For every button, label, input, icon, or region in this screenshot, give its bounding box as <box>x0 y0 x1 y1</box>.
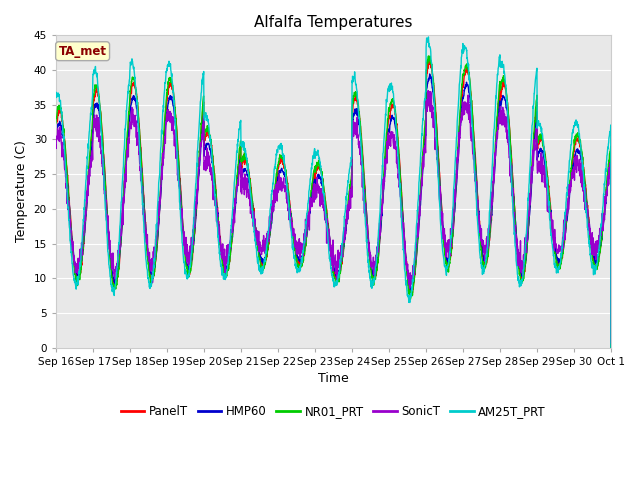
SonicT <box>607 340 615 346</box>
NR01_PRT <box>52 120 60 126</box>
SonicT <box>573 160 581 166</box>
Title: Alfalfa Temperatures: Alfalfa Temperatures <box>254 15 413 30</box>
HMP60 <box>607 345 615 351</box>
SonicT <box>362 203 369 209</box>
Text: TA_met: TA_met <box>59 45 107 58</box>
NR01_PRT <box>207 139 214 145</box>
HMP60 <box>426 71 433 77</box>
SonicT <box>207 172 214 178</box>
NR01_PRT <box>607 348 615 354</box>
HMP60 <box>573 146 581 152</box>
PanelT <box>573 135 581 141</box>
AM25T_PRT <box>424 34 432 40</box>
HMP60 <box>558 252 566 258</box>
Line: NR01_PRT: NR01_PRT <box>56 56 611 351</box>
SonicT <box>558 244 566 250</box>
Y-axis label: Temperature (C): Temperature (C) <box>15 141 28 242</box>
AM25T_PRT <box>207 136 214 142</box>
PanelT <box>52 127 60 132</box>
AM25T_PRT <box>495 58 503 64</box>
PanelT <box>558 251 566 257</box>
Line: SonicT: SonicT <box>56 91 611 343</box>
NR01_PRT <box>424 53 432 59</box>
PanelT <box>362 195 369 201</box>
HMP60 <box>52 137 60 143</box>
AM25T_PRT <box>362 221 369 227</box>
AM25T_PRT <box>349 79 357 84</box>
PanelT <box>607 344 615 349</box>
HMP60 <box>349 111 357 117</box>
AM25T_PRT <box>52 94 60 100</box>
NR01_PRT <box>362 202 369 207</box>
HMP60 <box>362 197 369 203</box>
NR01_PRT <box>573 131 581 136</box>
Line: PanelT: PanelT <box>56 59 611 347</box>
NR01_PRT <box>558 254 566 260</box>
AM25T_PRT <box>573 124 581 130</box>
PanelT <box>495 101 503 107</box>
HMP60 <box>495 106 503 112</box>
PanelT <box>426 56 433 62</box>
Line: AM25T_PRT: AM25T_PRT <box>56 37 611 348</box>
PanelT <box>349 101 357 107</box>
X-axis label: Time: Time <box>318 372 349 385</box>
Legend: PanelT, HMP60, NR01_PRT, SonicT, AM25T_PRT: PanelT, HMP60, NR01_PRT, SonicT, AM25T_P… <box>116 400 550 423</box>
SonicT <box>52 142 60 148</box>
Line: HMP60: HMP60 <box>56 74 611 348</box>
SonicT <box>424 88 432 94</box>
NR01_PRT <box>349 93 357 98</box>
AM25T_PRT <box>607 345 615 350</box>
SonicT <box>495 120 503 125</box>
PanelT <box>207 138 214 144</box>
NR01_PRT <box>495 91 503 97</box>
SonicT <box>349 118 357 124</box>
AM25T_PRT <box>558 245 566 251</box>
HMP60 <box>207 147 214 153</box>
